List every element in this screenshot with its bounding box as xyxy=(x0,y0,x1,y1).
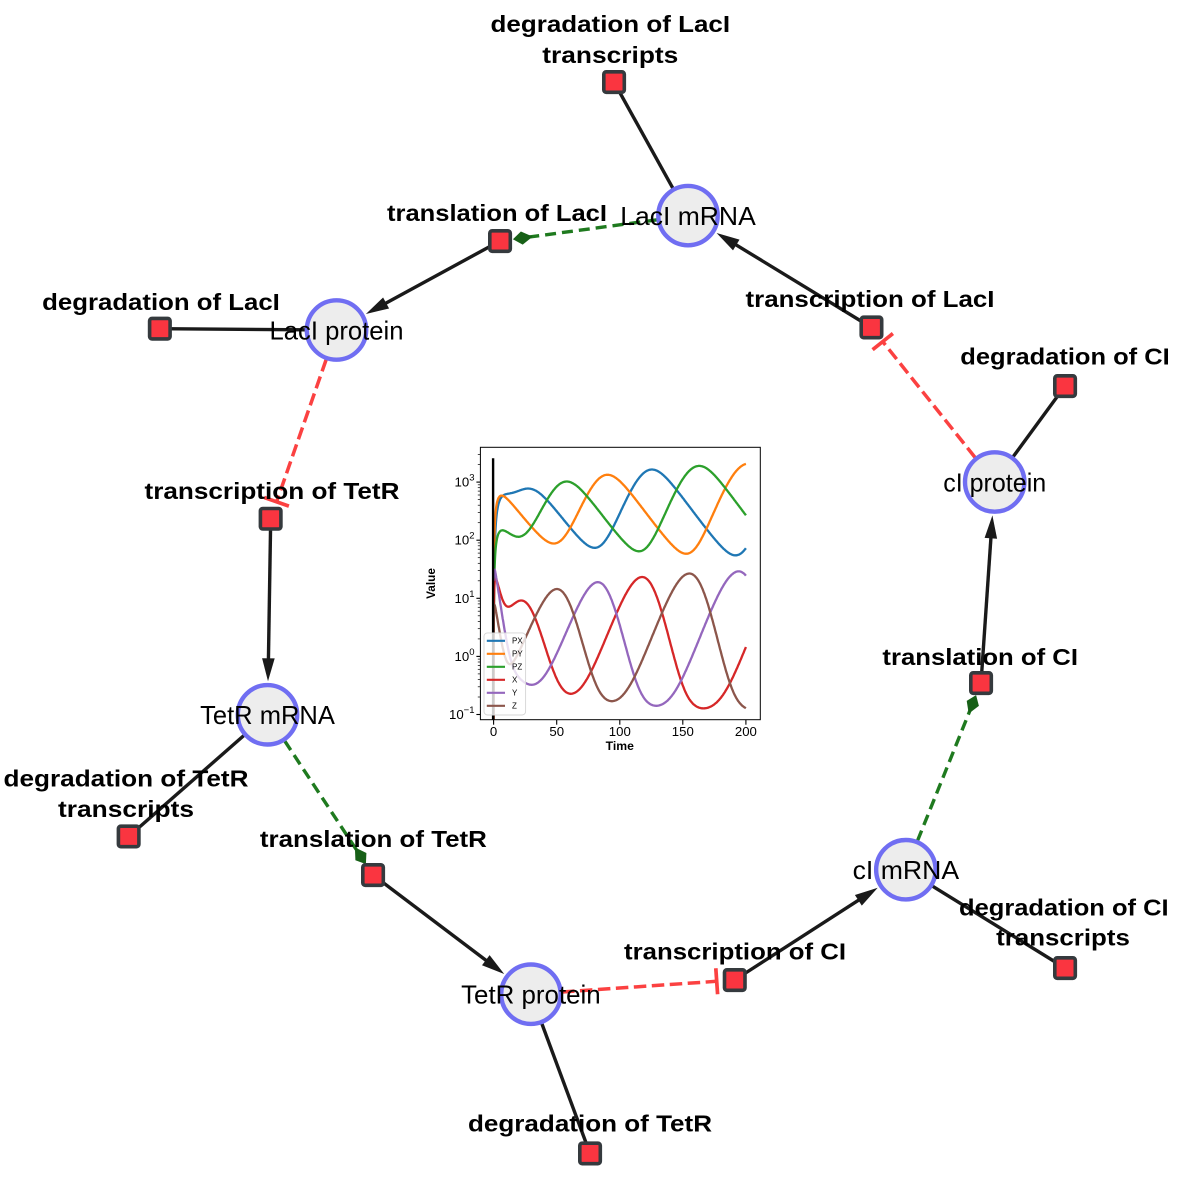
svg-text:transcription of LacI: transcription of LacI xyxy=(746,286,995,312)
svg-text:transcripts: transcripts xyxy=(58,796,194,822)
svg-text:transcripts: transcripts xyxy=(542,42,678,68)
svg-text:cI protein: cI protein xyxy=(943,467,1046,497)
svg-text:PZ: PZ xyxy=(512,663,522,672)
svg-text:103: 103 xyxy=(455,473,475,490)
svg-text:TetR mRNA: TetR mRNA xyxy=(200,700,335,730)
svg-text:Z: Z xyxy=(512,702,517,711)
svg-text:Value: Value xyxy=(424,568,438,599)
svg-text:X: X xyxy=(512,676,518,685)
svg-text:degradation of CI: degradation of CI xyxy=(960,344,1169,370)
svg-text:degradation of TetR: degradation of TetR xyxy=(468,1111,712,1137)
svg-text:PX: PX xyxy=(512,637,523,646)
svg-text:LacI protein: LacI protein xyxy=(270,315,404,345)
svg-text:degradation of TetR: degradation of TetR xyxy=(4,766,249,792)
svg-text:0: 0 xyxy=(490,724,497,739)
svg-text:100: 100 xyxy=(455,647,475,664)
svg-text:PY: PY xyxy=(512,650,523,659)
svg-text:degradation of LacI: degradation of LacI xyxy=(491,11,731,37)
svg-text:transcripts: transcripts xyxy=(996,924,1130,950)
svg-text:degradation of LacI: degradation of LacI xyxy=(42,289,280,315)
svg-text:Y: Y xyxy=(512,689,518,698)
svg-text:150: 150 xyxy=(672,724,694,739)
svg-text:200: 200 xyxy=(735,724,757,739)
svg-text:LacI mRNA: LacI mRNA xyxy=(620,201,756,231)
svg-text:10−1: 10−1 xyxy=(449,705,475,722)
svg-text:transcription of TetR: transcription of TetR xyxy=(145,478,400,504)
svg-text:Time: Time xyxy=(606,739,634,753)
svg-text:degradation of CI: degradation of CI xyxy=(959,895,1169,921)
svg-text:101: 101 xyxy=(455,589,475,606)
svg-text:translation of TetR: translation of TetR xyxy=(260,826,487,852)
svg-text:translation of LacI: translation of LacI xyxy=(387,200,607,226)
svg-text:cI mRNA: cI mRNA xyxy=(853,855,960,885)
svg-text:100: 100 xyxy=(609,724,631,739)
svg-text:102: 102 xyxy=(455,531,475,548)
svg-text:transcription of CI: transcription of CI xyxy=(624,938,846,964)
svg-text:translation of CI: translation of CI xyxy=(882,644,1078,670)
svg-text:50: 50 xyxy=(549,724,564,739)
svg-text:TetR protein: TetR protein xyxy=(461,980,601,1010)
